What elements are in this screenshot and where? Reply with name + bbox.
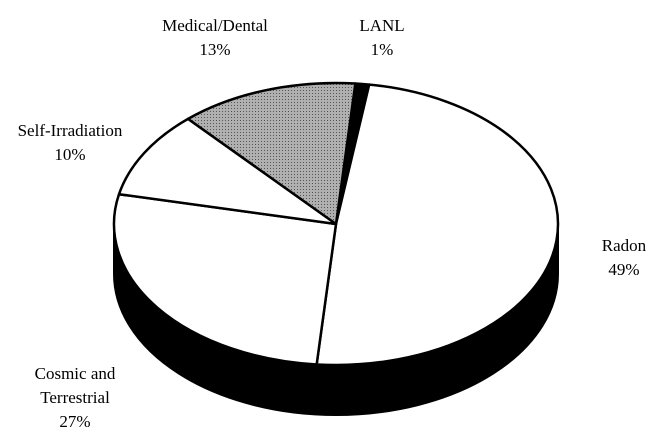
value-label: 10% bbox=[54, 145, 86, 164]
slice-label: Self-Irradiation 10% bbox=[5, 119, 135, 167]
slice-label: Radon 49% bbox=[559, 234, 654, 282]
category-label: Self-Irradiation bbox=[17, 121, 123, 140]
pie-slice bbox=[315, 83, 560, 367]
slice-label: Medical/Dental 13% bbox=[150, 14, 280, 62]
category-label: LANL bbox=[359, 16, 405, 35]
value-label: 13% bbox=[199, 40, 231, 59]
value-label: 1% bbox=[370, 40, 394, 59]
pie-slice bbox=[112, 192, 338, 366]
value-label: 49% bbox=[608, 260, 640, 279]
pie-slice bbox=[186, 81, 357, 226]
value-label: 27% bbox=[59, 412, 91, 431]
slice-label: LANL 1% bbox=[317, 14, 447, 62]
category-label: Cosmic and Terrestrial bbox=[34, 364, 116, 407]
pie-slice bbox=[117, 117, 338, 226]
category-label: Radon bbox=[601, 236, 647, 255]
category-label: Medical/Dental bbox=[162, 16, 268, 35]
slice-label: Cosmic and Terrestrial 27% bbox=[20, 362, 130, 434]
